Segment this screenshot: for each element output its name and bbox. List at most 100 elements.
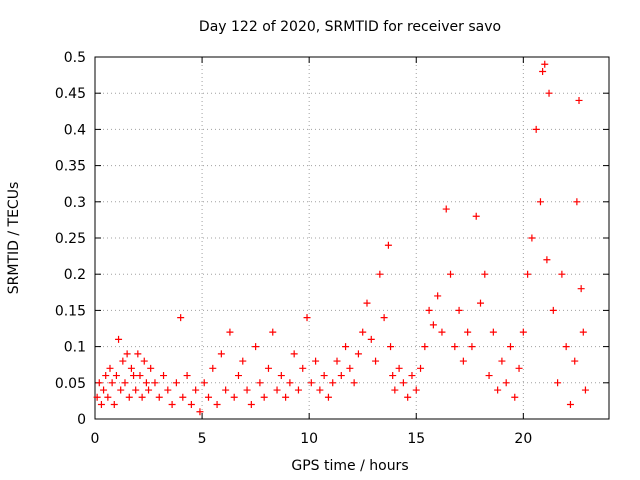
y-tick-label: 0.35 [55,159,86,175]
data-point [252,343,260,351]
data-point [230,393,238,401]
data-point [421,343,429,351]
data-point [333,357,341,365]
y-tick-label: 0.1 [64,340,86,356]
data-point [145,386,153,394]
data-point [380,314,388,322]
data-point [545,89,553,97]
data-point [117,386,125,394]
data-point [573,198,581,206]
data-point [93,393,101,401]
data-point [391,386,399,394]
data-point [543,256,551,264]
y-tick-label: 0.4 [64,122,86,138]
data-series-srmtid [93,60,589,416]
data-point [494,386,502,394]
data-point [164,386,172,394]
data-point [387,343,395,351]
data-point [294,386,302,394]
data-point [155,393,163,401]
data-point [110,401,118,409]
data-point [183,372,191,380]
data-point [112,372,120,380]
data-point [438,328,446,336]
data-point [121,379,129,387]
data-point [489,328,497,336]
data-point [577,285,585,293]
data-point [575,96,583,104]
data-point [142,379,150,387]
data-point [417,364,425,372]
data-point [498,357,506,365]
data-point [579,328,587,336]
y-tick-label: 0.25 [55,231,86,247]
data-point [192,386,200,394]
data-point [502,379,510,387]
data-point [97,401,105,409]
data-point [404,393,412,401]
data-point [290,350,298,358]
data-point [260,393,268,401]
y-tick-label: 0.5 [64,50,86,66]
data-point [119,357,127,365]
y-tick-label: 0 [77,412,86,428]
data-point [151,379,159,387]
data-point [354,350,362,358]
data-point [234,372,242,380]
data-point [138,393,146,401]
data-point [571,357,579,365]
data-point [217,350,225,358]
y-tick-label: 0.05 [55,376,86,392]
data-point [316,386,324,394]
data-point [179,393,187,401]
data-point [549,306,557,314]
data-point [524,270,532,278]
data-point [528,234,536,242]
data-point [389,372,397,380]
data-point [519,328,527,336]
data-point [367,335,375,343]
data-point [455,306,463,314]
x-tick-label: 5 [198,431,207,447]
axis-ticks: 0 0.05 0.1 0.15 0.2 0.25 0.3 0.35 0.4 0.45 0.5 0 5 10… [55,50,609,447]
data-point [312,357,320,365]
data-point [511,393,519,401]
data-point [127,364,135,372]
data-point [277,372,285,380]
data-point [329,379,337,387]
data-point [485,372,493,380]
data-point [346,364,354,372]
data-point [376,270,384,278]
data-point [115,335,123,343]
data-point [481,270,489,278]
y-axis-label: SRMTID / TECUs [6,182,22,295]
data-point [372,357,380,365]
data-point [160,372,168,380]
data-point [226,328,234,336]
x-tick-label: 20 [514,431,532,447]
data-point [532,125,540,133]
x-tick-label: 10 [300,431,318,447]
data-point [106,364,114,372]
data-point [464,328,472,336]
data-point [205,393,213,401]
data-point [541,60,549,68]
y-tick-label: 0.2 [64,267,86,283]
data-point [342,343,350,351]
x-tick-label: 15 [407,431,425,447]
data-point [140,357,148,365]
data-point [187,401,195,409]
data-point [100,386,108,394]
data-point [177,314,185,322]
data-point [299,364,307,372]
data-point [459,357,467,365]
grid-lines [95,57,609,419]
data-point [95,379,103,387]
data-point [172,379,180,387]
data-point [222,386,230,394]
data-point [539,67,547,75]
data-point [196,408,204,416]
y-tick-label: 0.15 [55,303,86,319]
data-point [562,343,570,351]
